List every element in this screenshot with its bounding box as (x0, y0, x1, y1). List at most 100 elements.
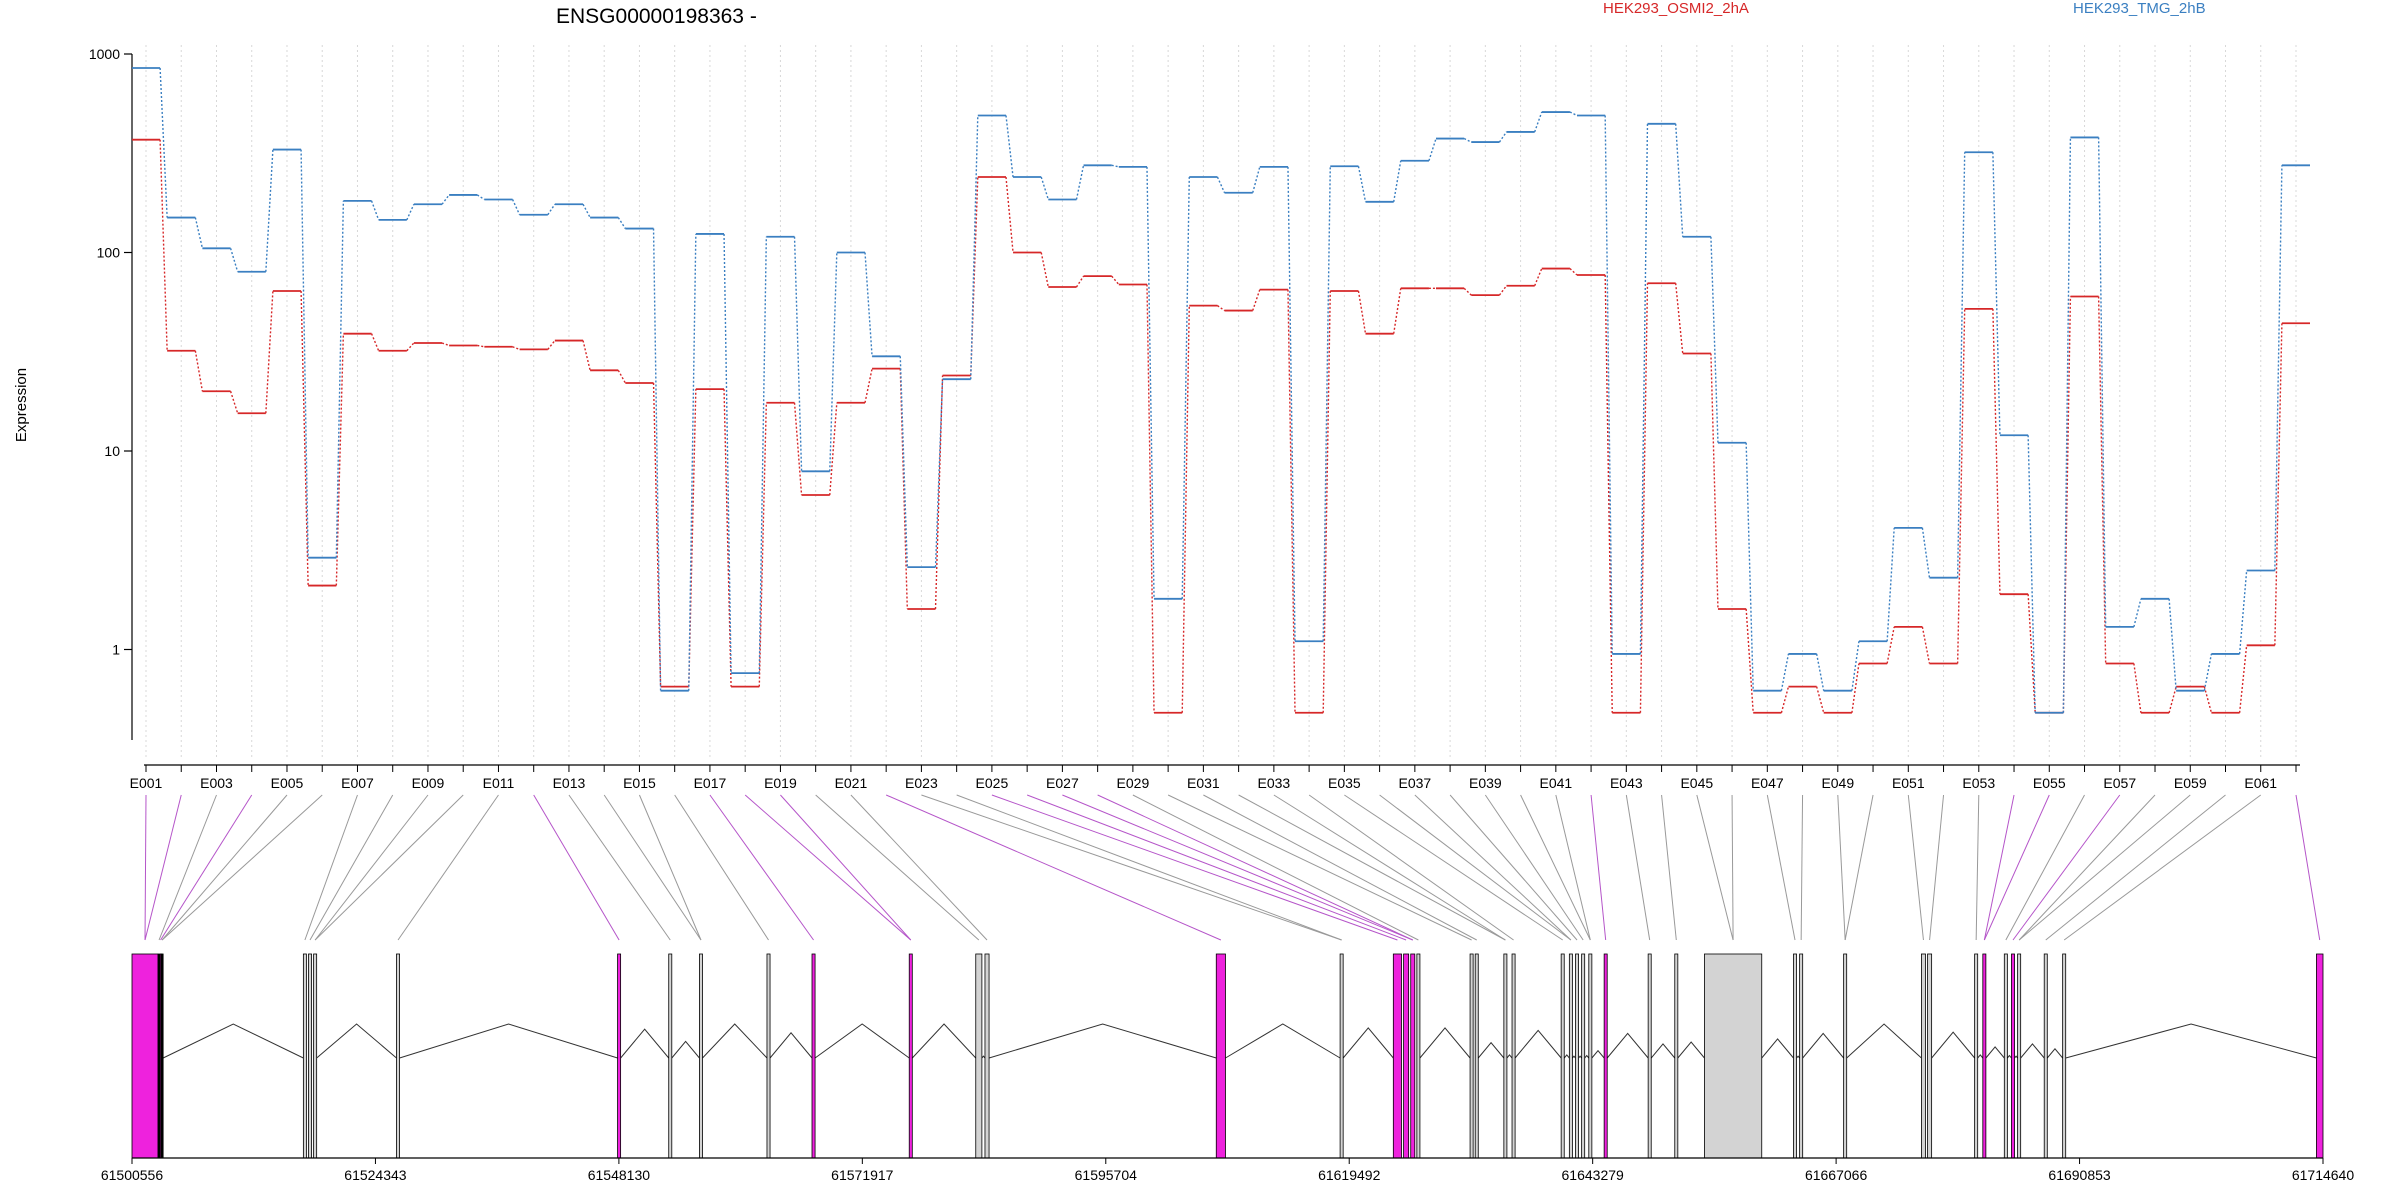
series-connector (934, 375, 944, 610)
series-connector (335, 333, 345, 586)
series-connector (370, 333, 380, 351)
exon-connector (815, 794, 980, 941)
series-connector (1393, 288, 1402, 334)
series-connector (1674, 123, 1684, 237)
intron (988, 1023, 1217, 1059)
series-connector (265, 149, 274, 272)
series-connector (1322, 290, 1331, 713)
intron (1477, 1041, 1505, 1059)
y-tick-label: 1 (112, 641, 120, 657)
series-connector (1463, 137, 1472, 143)
series-connector (723, 389, 732, 687)
exon-connector (1975, 794, 1980, 941)
exon-box (984, 953, 990, 1159)
exon-connector (1520, 794, 1591, 941)
x-tick-label: E033 (1258, 775, 1291, 791)
x-tick-label: E001 (130, 775, 163, 791)
y-tick-label: 100 (97, 244, 121, 260)
series-connector (899, 356, 909, 568)
intron (2020, 1043, 2045, 1059)
series-connector (1674, 283, 1684, 354)
intron (1761, 1038, 1794, 1059)
series-connector (2274, 165, 2283, 571)
x-tick-label: E057 (2103, 775, 2136, 791)
exon-connector (1414, 794, 1572, 941)
exon-connector (1484, 794, 1584, 941)
exon-box (975, 953, 983, 1159)
exon-box (2043, 953, 2048, 1159)
exon-connector (304, 794, 358, 941)
intron (769, 1032, 813, 1059)
exon-box (160, 953, 164, 1159)
genomic-tick-label: 61595704 (1075, 1167, 1138, 1183)
series-connector (1428, 138, 1437, 161)
series-connector (758, 402, 768, 687)
x-tick-label: E043 (1610, 775, 1643, 791)
series-connector (1992, 152, 2001, 436)
exon-box (1392, 953, 1402, 1159)
exon-box (1927, 953, 1933, 1159)
series-connector (617, 217, 626, 229)
exon-connector (160, 794, 253, 941)
intron (2046, 1048, 2064, 1059)
legend-series-b: HEK293_TMG_2hB (2073, 0, 2206, 17)
exon-connector (1379, 794, 1572, 941)
exon-connector (2045, 794, 2226, 941)
series-connector (406, 342, 415, 352)
series-connector (1639, 283, 1649, 713)
exon-connector (850, 794, 988, 941)
series-connector (864, 368, 873, 403)
series-connector (1745, 608, 1754, 713)
series-connector (1498, 285, 1508, 296)
exon-connector (1766, 794, 1796, 941)
series-connector (2203, 686, 2213, 713)
exon-connector (1696, 794, 1734, 941)
genomic-tick-label: 61690853 (2048, 1167, 2111, 1183)
series-connector (476, 194, 485, 201)
intron (1591, 1049, 1605, 1059)
exon-connector (991, 794, 1398, 941)
exon-box (1704, 953, 1763, 1159)
x-tick-label: E051 (1892, 775, 1925, 791)
exon-box (1575, 953, 1579, 1159)
exon-box (1469, 953, 1474, 1159)
exon-connector (744, 794, 912, 941)
exon-connector (533, 794, 620, 941)
intron (2014, 1055, 2018, 1059)
exon-connector (709, 794, 814, 941)
series-connector (617, 369, 626, 384)
exon-connector (1449, 794, 1578, 941)
series-connector (1216, 176, 1226, 194)
series-connector (970, 115, 979, 380)
series-connector (1075, 275, 1085, 288)
exon-connector (2063, 794, 2262, 941)
exon-connector (674, 794, 769, 941)
series-connector (406, 203, 415, 221)
series-connector (1745, 442, 1754, 691)
y-tick-label: 10 (104, 443, 120, 459)
exon-connector (2295, 794, 2321, 941)
genomic-tick-label: 61619492 (1318, 1167, 1381, 1183)
exon-connector (1238, 794, 1506, 941)
exon-connector (1590, 794, 1607, 941)
intron (1572, 1055, 1576, 1059)
genomic-tick-label: 61667066 (1805, 1167, 1868, 1183)
exon-box (1588, 953, 1593, 1159)
intron (1846, 1023, 1922, 1059)
intron (1584, 1054, 1590, 1059)
x-tick-label: E039 (1469, 775, 1502, 791)
x-tick-label: E015 (623, 775, 656, 791)
exon-box (1921, 953, 1926, 1159)
exon-box (1843, 953, 1848, 1159)
series-connector (793, 402, 803, 496)
series-connector (1252, 289, 1261, 311)
exon-connector (921, 794, 1342, 941)
intron (1650, 1043, 1676, 1059)
exon-box (302, 953, 307, 1159)
exon-connector (1026, 794, 1407, 941)
series-connector (194, 217, 204, 249)
exon-box (1793, 953, 1797, 1159)
x-tick-label: E059 (2174, 775, 2207, 791)
exon-box (1568, 953, 1573, 1159)
intron (1578, 1055, 1583, 1059)
